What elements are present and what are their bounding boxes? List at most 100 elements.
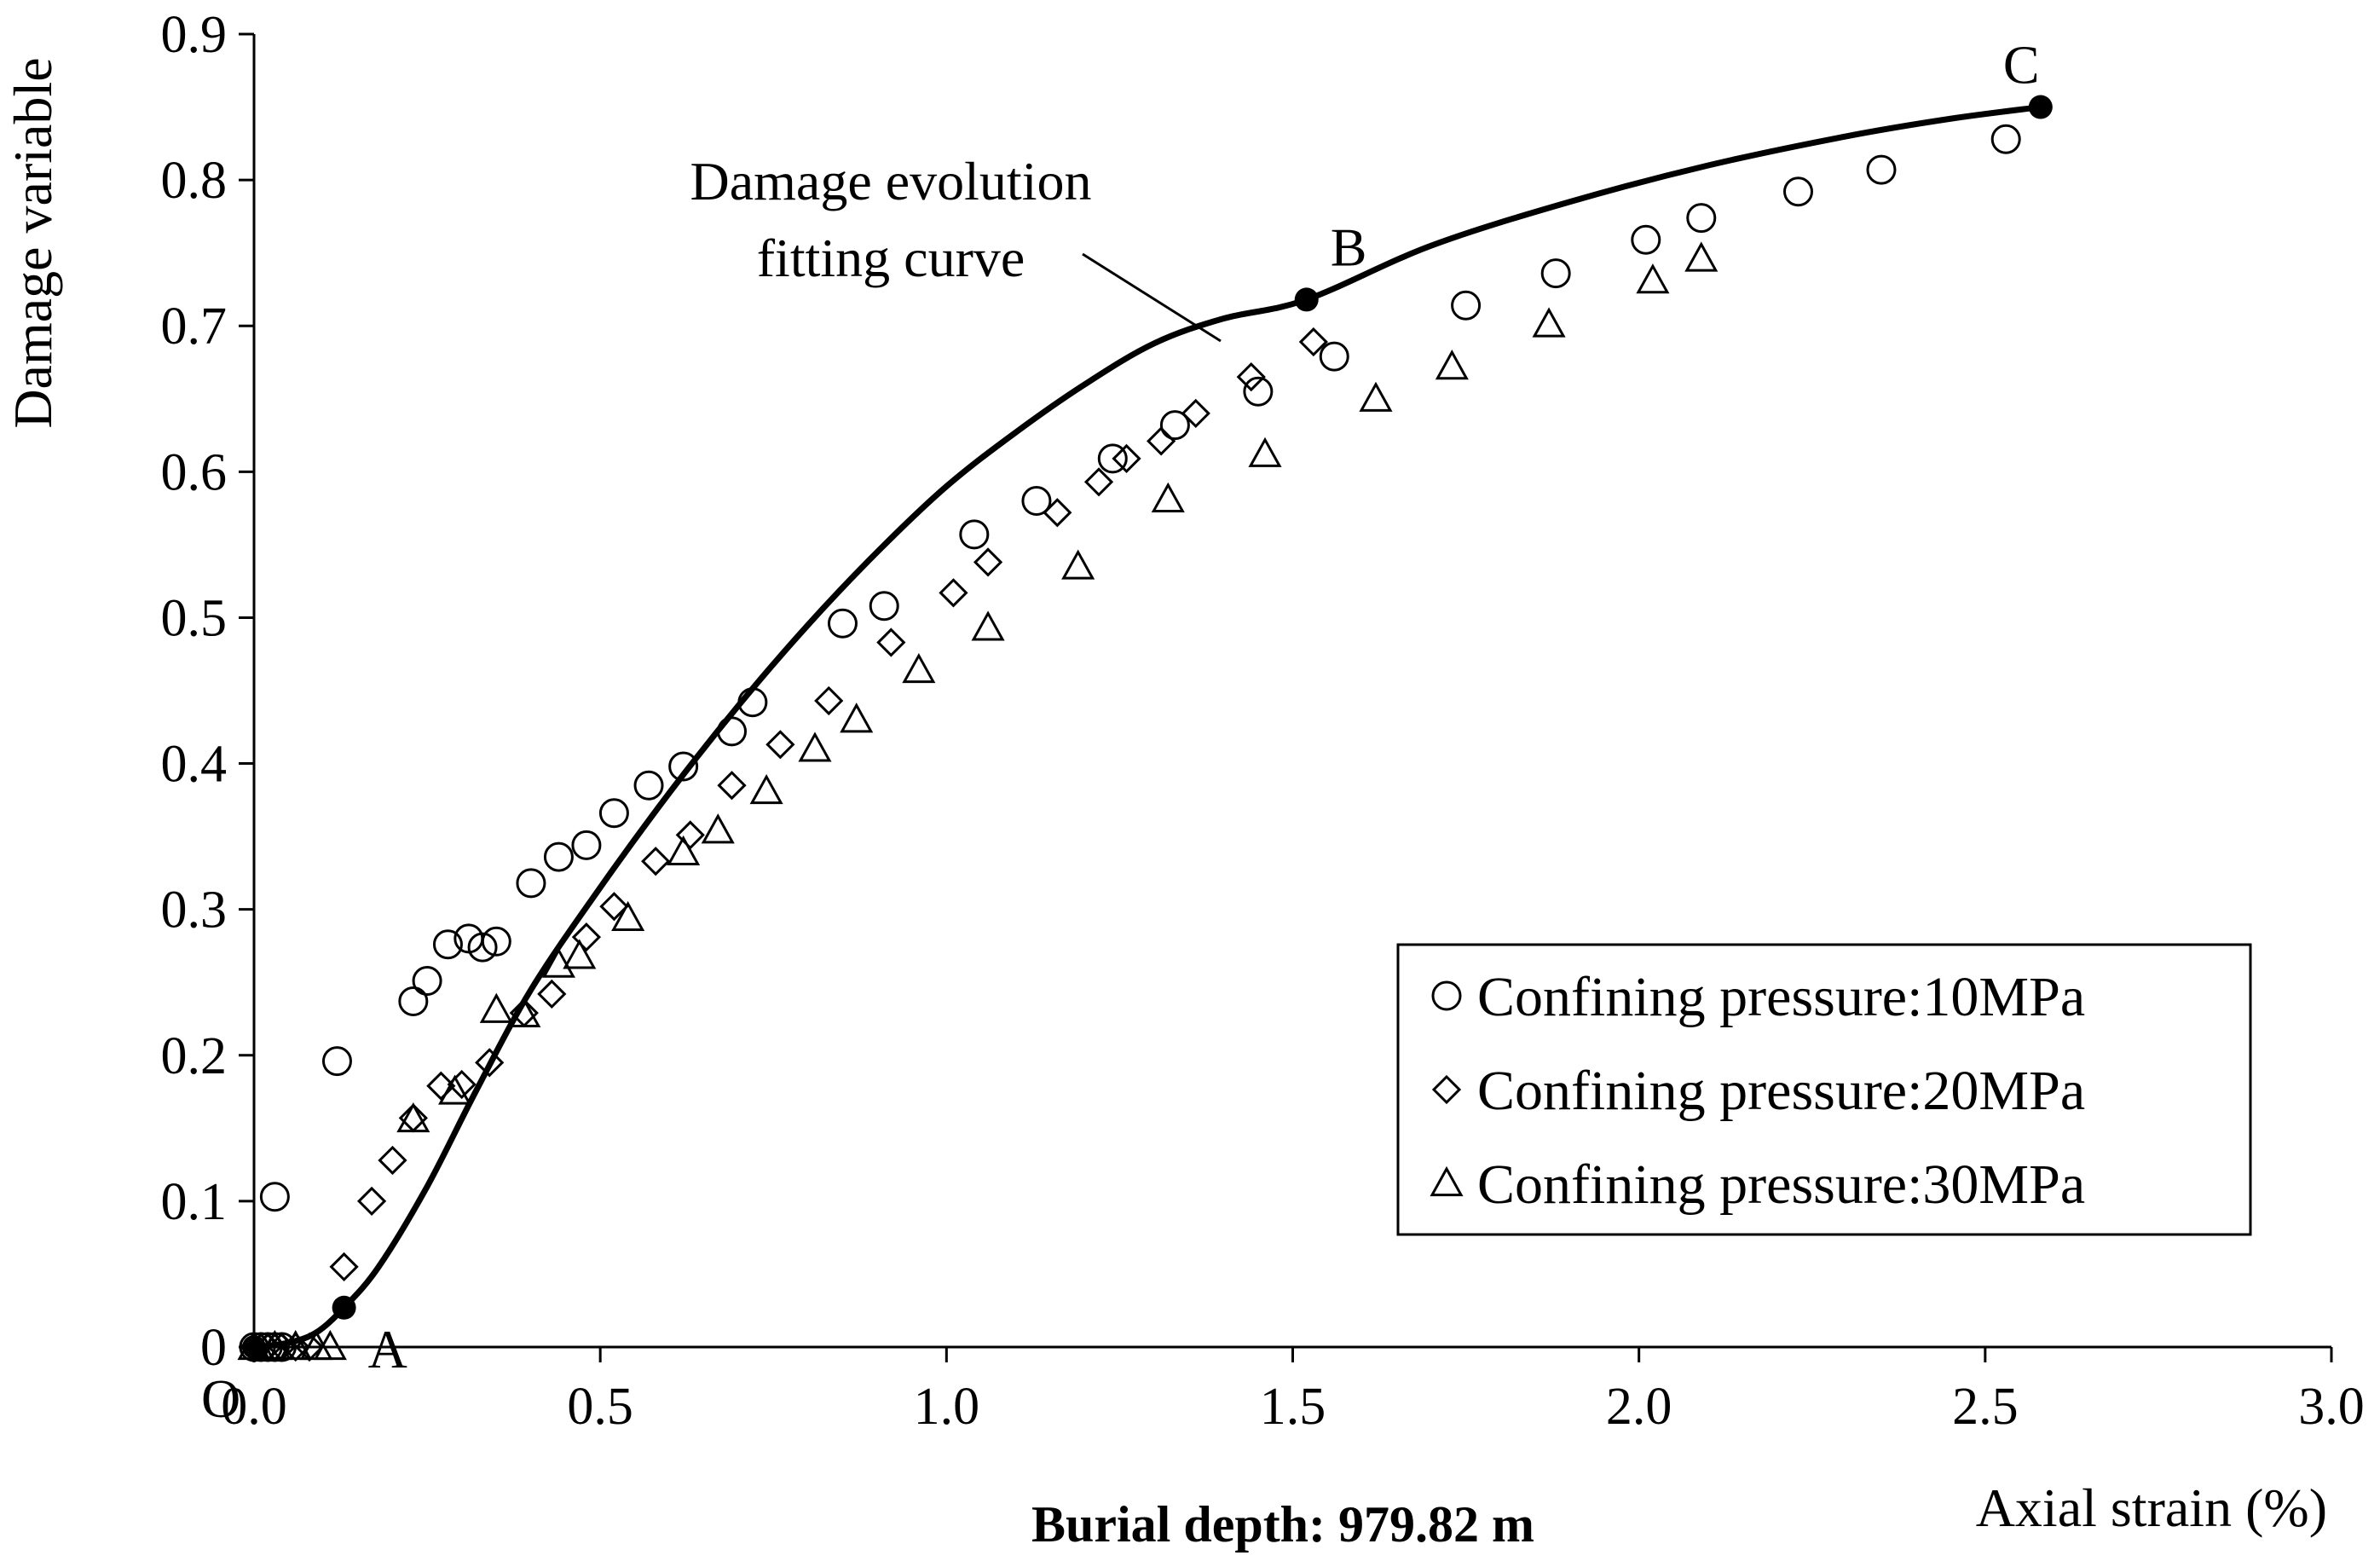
data-point-triangle — [667, 835, 701, 866]
data-point-circle — [398, 986, 429, 1016]
x-tick-label: 0.0 — [221, 1378, 287, 1436]
data-point-circle — [1866, 154, 1897, 185]
data-point-circle — [1686, 203, 1717, 234]
data-point-triangle — [438, 1074, 472, 1105]
origin-label: O — [201, 1368, 240, 1429]
fit-curve-label-line-2: fitting curve — [757, 228, 1025, 288]
data-point-circle — [481, 926, 511, 957]
data-point-circle — [571, 830, 602, 860]
data-point-diamond — [356, 1186, 387, 1217]
x-tick-label: 0.5 — [567, 1378, 633, 1436]
data-point-diamond — [1181, 398, 1210, 429]
data-point-triangle — [902, 652, 936, 684]
data-point-triangle — [701, 813, 735, 844]
fit-curve-leader-line — [1082, 252, 1222, 343]
data-point-triangle — [840, 703, 874, 733]
data-point-triangle — [279, 1329, 313, 1361]
data-point-circle — [1319, 341, 1349, 372]
data-point-diamond — [717, 771, 747, 801]
data-point-circle — [1451, 290, 1482, 321]
legend-box — [1396, 943, 2252, 1236]
data-point-circle — [717, 716, 748, 747]
key-point-a — [332, 1295, 356, 1320]
data-point-triangle — [1532, 307, 1566, 338]
data-point-triangle — [798, 731, 832, 762]
data-point-circle — [668, 751, 699, 782]
data-point-triangle — [971, 610, 1005, 641]
data-point-triangle — [563, 939, 597, 969]
data-point-diamond — [876, 627, 906, 657]
key-point-label-b: B — [1331, 217, 1367, 277]
fit-curve-line — [253, 104, 2042, 1350]
origin-point — [242, 1335, 266, 1359]
data-point-diamond — [571, 922, 602, 952]
data-point-triangle — [1636, 263, 1670, 294]
data-point-circle — [1783, 176, 1814, 207]
data-point-circle — [869, 591, 899, 622]
figure-caption: Burial depth: 979.82 m — [1031, 1496, 1534, 1553]
data-point-diamond — [814, 685, 844, 716]
data-point-diamond — [765, 730, 795, 760]
key-point-label-a: A — [368, 1319, 407, 1379]
data-point-triangle — [507, 997, 541, 1027]
data-point-circle — [1540, 258, 1571, 289]
legend: Confining pressure:10MPa Confining pressu… — [1396, 943, 2252, 1236]
data-point-circle — [543, 841, 574, 872]
x-tick-label: 2.0 — [1606, 1378, 1672, 1436]
series-3-points — [237, 241, 1719, 1361]
legend-marker-circle — [1431, 980, 1462, 1011]
annotations: O A B C Damage evolution fitting curve — [201, 35, 2053, 1429]
data-point-triangle — [1151, 482, 1185, 512]
data-point-circle — [737, 687, 768, 718]
data-point-circle — [1159, 410, 1190, 441]
legend-label-3: Confining pressure:30MPa — [1477, 1154, 2085, 1216]
y-tick-label: 0.7 — [161, 298, 228, 356]
data-point-diamond — [1083, 467, 1114, 497]
data-point-circle — [321, 1046, 352, 1077]
x-tick-label: 1.5 — [1260, 1378, 1326, 1436]
y-tick-label: 0.2 — [161, 1027, 228, 1085]
x-axis-title: Axial strain (%) — [1976, 1477, 2327, 1538]
y-tick-label: 0.9 — [161, 6, 228, 64]
data-point-diamond — [939, 578, 968, 608]
data-point-diamond — [378, 1145, 407, 1176]
fit-curve-group — [253, 104, 2042, 1350]
data-point-diamond — [329, 1252, 359, 1282]
data-point-triangle — [1248, 437, 1282, 467]
data-point-circle — [1021, 486, 1052, 517]
data-point-diamond — [426, 1071, 456, 1101]
series-2-points — [239, 327, 1328, 1362]
data-point-circle — [633, 770, 664, 801]
data-point-diamond — [675, 820, 705, 850]
legend-label-1: Confining pressure:10MPa — [1477, 966, 2085, 1028]
data-point-triangle — [1061, 549, 1095, 580]
data-point-diamond — [1043, 498, 1072, 528]
data-point-diamond — [475, 1048, 505, 1078]
data-point-triangle — [313, 1329, 347, 1361]
data-point-diamond — [398, 1103, 428, 1133]
legend-label-2: Confining pressure:20MPa — [1477, 1060, 2085, 1122]
data-point-triangle — [611, 900, 645, 932]
y-tick-label: 0.8 — [161, 152, 228, 210]
data-point-diamond — [537, 979, 567, 1009]
data-point-circle — [1990, 124, 2021, 154]
data-point-circle — [598, 798, 629, 829]
data-point-circle — [1631, 224, 1661, 255]
key-point-c — [2028, 95, 2053, 119]
axes — [239, 32, 2333, 1362]
data-point-diamond — [1236, 361, 1266, 392]
y-tick-label: 0.6 — [161, 443, 228, 501]
fit-curve-label-line-1: Damage evolution — [690, 151, 1092, 211]
x-tick-label: 1.0 — [914, 1378, 980, 1436]
x-tick-label: 2.5 — [1952, 1378, 2019, 1436]
data-point-diamond — [973, 547, 1003, 577]
y-tick-label: 0 — [200, 1319, 227, 1377]
legend-marker-triangle — [1430, 1165, 1464, 1197]
data-point-diamond — [641, 847, 671, 876]
y-tick-label: 0.1 — [161, 1173, 228, 1231]
data-point-circle — [467, 932, 498, 963]
x-tick-label: 3.0 — [2298, 1378, 2365, 1436]
key-point-label-c: C — [2003, 35, 2040, 95]
